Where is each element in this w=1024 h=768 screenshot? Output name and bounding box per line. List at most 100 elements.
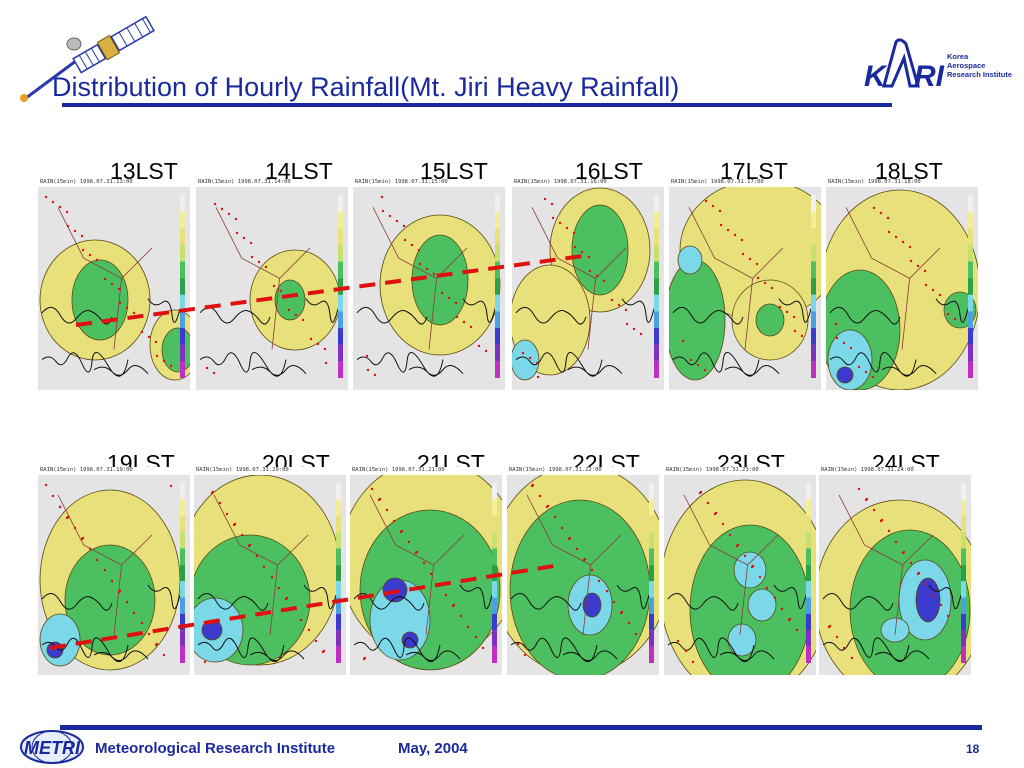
scale-swatch [806,499,811,516]
rain-contour [39,613,81,667]
scale-swatch [654,278,659,295]
coastline [667,584,807,662]
station-dot [249,241,253,245]
station-dot [879,211,883,215]
scale-swatch [649,630,654,647]
scale-swatch [649,548,654,565]
station-dot [857,365,861,369]
rain-map-panel: RAIN(15min) 1998.07.31.24:00 [819,467,971,675]
scale-swatch [336,613,341,631]
scale-swatch [649,564,654,582]
scale-swatch [180,613,185,631]
station-dot [440,291,444,295]
station-dot [842,341,846,345]
station-dot [324,361,328,365]
station-dot [451,604,455,608]
station-dot [154,340,158,344]
station-dot [573,245,577,249]
station-dot [301,318,305,322]
page-number: 18 [966,742,980,756]
scale-swatch [495,195,500,212]
station-dot [220,207,224,211]
scale-swatch [336,548,341,565]
station-dot [169,484,173,488]
station-dot [309,337,313,341]
scale-swatch [180,244,185,262]
station-dot [939,603,943,607]
station-dot [299,618,303,622]
rain-contour [677,245,703,275]
scale-swatch [649,646,654,663]
title-underline [62,103,892,107]
scale-swatch [654,261,659,279]
scale-swatch [811,244,816,262]
scale-swatch [495,361,500,378]
station-dot [536,375,540,379]
scale-swatch [968,344,973,362]
station-dot [634,632,638,636]
panel-header: RAIN(15min) 1998.07.31.22:00 [509,467,602,473]
scale-swatch [338,361,343,378]
rain-map-panel: RAIN(15min) 1998.07.31.21:00 [350,467,502,675]
footer-institute: Meteorological Research Institute [95,740,336,757]
station-dot [773,596,777,600]
scale-swatch [811,361,816,378]
station-dot [477,344,481,348]
station-dot [597,579,601,583]
panel-header: RAIN(15min) 1998.07.31.21:00 [352,467,445,473]
svg-text:K: K [864,60,888,93]
panel-header: RAIN(15min) 1998.07.31.24:00 [821,467,914,473]
station-dot [110,579,114,583]
station-dot [886,216,890,220]
satellite-logo [20,15,155,102]
panel-header: RAIN(15min) 1998.07.31.16:00 [514,179,607,185]
rain-map [826,187,978,390]
station-dot [240,533,244,537]
footer-rule [60,725,982,730]
station-dot [931,593,935,597]
station-dot [410,243,414,247]
panel-header: RAIN(15min) 1998.07.31.23:00 [666,467,759,473]
station-dot [755,262,759,266]
station-dot [213,202,217,206]
station-dot [73,526,77,530]
scale-swatch [806,613,811,631]
rain-contour [755,303,785,337]
boundary-line [688,207,784,350]
station-dot [778,305,782,309]
scale-swatch [336,564,341,582]
station-dot [528,356,532,360]
station-dot [718,209,722,213]
station-dot [210,491,214,495]
station-dot [284,597,288,601]
station-dot [418,262,422,266]
station-dot [590,568,594,572]
station-dot [572,231,576,235]
station-dot [462,320,466,324]
rain-map-panel: RAIN(15min) 1998.07.31.20:00 [194,467,346,675]
station-dot [373,373,377,377]
station-dot [292,607,296,611]
scale-swatch [811,211,816,229]
station-dot [625,322,629,326]
scale-swatch [495,328,500,345]
scale-swatch [654,294,659,312]
station-dot [425,267,429,271]
scale-swatch [811,228,816,245]
scale-swatch [649,532,654,549]
station-dot [560,526,564,530]
scale-swatch [495,261,500,279]
station-dot [370,487,374,491]
panel-header: RAIN(15min) 1998.07.31.13:00 [40,179,133,185]
station-dot [704,199,708,203]
station-dot [366,368,370,372]
station-dot [908,245,912,249]
scale-swatch [961,581,966,598]
station-dot [924,283,928,287]
scale-swatch [806,548,811,565]
station-dot [946,312,950,316]
station-dot [938,293,942,297]
station-dot [80,537,84,541]
scale-swatch [180,564,185,582]
station-dot [602,279,606,283]
